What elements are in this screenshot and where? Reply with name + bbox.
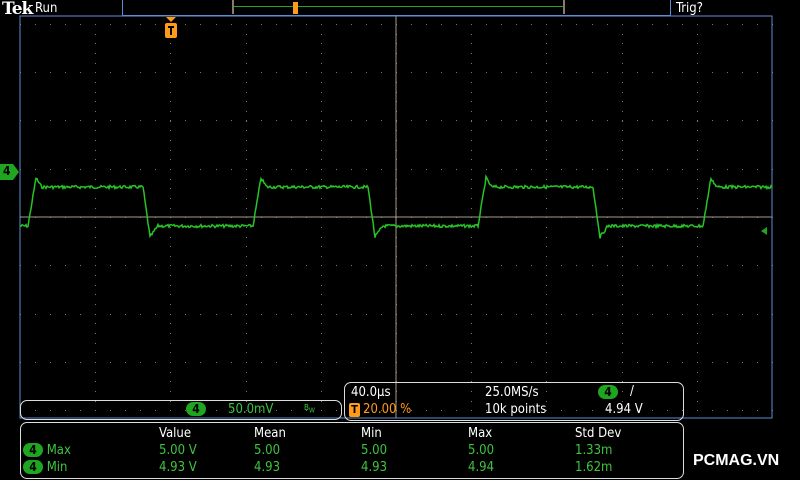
tek-logo: Tek [2,0,33,19]
min: 5.00 [361,443,388,458]
horizontal-scale: 40.0µs [351,385,391,400]
header-mean: Mean [254,426,286,441]
mean: 4.93 [254,460,281,475]
channel-4-scale-box[interactable]: 4 50.0mV BW [20,400,342,420]
graticule-border [19,15,773,419]
channel-badge: 4 [23,460,43,474]
trigger-level: 4.94 V [605,402,643,417]
trigger-position-marker-icon [165,17,177,38]
header-min: Min [361,426,382,441]
measurement-label: Max [46,443,71,458]
header-value: Value [159,426,192,441]
std-dev: 1.62m [575,460,613,475]
max: 4.94 [468,460,495,475]
rising-edge-icon: / [630,384,634,399]
trigger-source-badge: 4 [598,385,618,399]
channel-4-marker-label: 4 [3,164,11,178]
mean: 5.00 [254,443,281,458]
channel-4-ground-marker-icon [0,164,19,180]
trigger-status: Trig? [676,1,703,16]
watermark: PCMAG.VN [693,452,780,469]
max: 5.00 [468,443,495,458]
value: 4.93 V [159,460,197,475]
min: 4.93 [361,460,388,475]
channel-4-waveform [19,174,773,239]
record-window[interactable] [232,0,565,14]
acquisition-status: Run [35,1,58,16]
measurement-header-row: Value Mean Min Max Std Dev [23,425,663,442]
measurement-row-max[interactable]: 4 Max 5.00 V 5.00 5.00 5.00 1.33m [23,442,663,459]
record-length: 10k points [485,402,547,417]
value: 5.00 V [159,443,197,458]
header-max: Max [468,426,493,441]
vertical-scale: 50.0mV [228,402,274,417]
record-trigger-marker-icon [293,2,298,14]
horizontal-trigger-box[interactable]: 40.0µs 25.0MS/s 4 / T 20.00 % 10k points… [344,382,684,421]
measurements-panel[interactable]: Value Mean Min Max Std Dev 4 Max 5.00 V … [20,422,684,479]
channel-4-badge: 4 [186,402,206,416]
trigger-position: 20.00 % [363,402,412,417]
measurement-label: Min [46,460,68,475]
measurement-row-min[interactable]: 4 Min 4.93 V 4.93 4.93 4.94 1.62m [23,459,663,476]
trigger-level-arrow-icon [761,227,767,235]
std-dev: 1.33m [575,443,613,458]
header-std-dev: Std Dev [575,426,622,441]
trigger-position-icon: T [349,403,360,417]
bandwidth-limit-icon: BW [304,403,315,415]
sample-rate: 25.0MS/s [485,385,539,400]
channel-badge: 4 [23,443,43,457]
